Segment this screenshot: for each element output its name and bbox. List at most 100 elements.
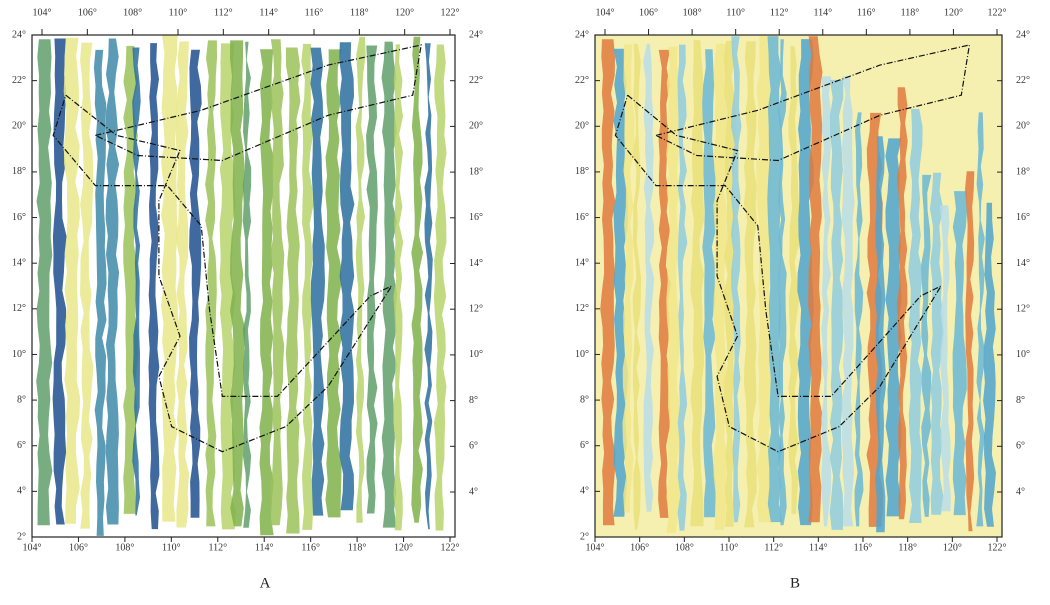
swath — [965, 171, 975, 532]
top-label: 116° — [305, 7, 324, 18]
swath — [242, 41, 252, 528]
right-label: 16° — [1016, 212, 1030, 223]
top-label: 122° — [441, 7, 460, 18]
swath — [325, 49, 342, 518]
right-label: 6° — [469, 441, 478, 452]
right-label: 18° — [1016, 166, 1030, 177]
swath — [93, 49, 107, 536]
swath — [411, 36, 423, 523]
swath — [677, 44, 688, 531]
panel-caption: A — [260, 575, 271, 591]
top-label: 112° — [770, 7, 789, 18]
bottom-label: 114° — [255, 542, 274, 553]
left-label: 20° — [575, 121, 589, 132]
swath — [777, 39, 787, 526]
bottom-label: 108° — [675, 542, 694, 553]
swath — [983, 202, 996, 527]
right-label: 24° — [1016, 29, 1030, 40]
swath — [259, 49, 274, 536]
right-label: 4° — [469, 486, 478, 497]
swath — [339, 42, 355, 511]
right-label: 14° — [469, 258, 483, 269]
map-panel: 104° 106° 108° 110° 112° 114° 116° 118° 120° 122°… — [12, 7, 483, 591]
swath — [622, 44, 635, 513]
swath — [908, 109, 923, 523]
bottom-label: 104° — [23, 542, 42, 553]
swath — [381, 41, 398, 528]
swath — [301, 43, 314, 530]
left-label: 18° — [12, 166, 26, 177]
swath — [756, 36, 774, 523]
swath — [80, 42, 94, 529]
bottom-label: 104° — [586, 542, 605, 553]
swath — [393, 44, 404, 531]
swath — [821, 76, 832, 527]
swath — [105, 38, 120, 525]
left-label: 16° — [12, 212, 26, 223]
top-label: 118° — [901, 7, 920, 18]
swath — [874, 136, 886, 533]
left-label: 4° — [580, 486, 589, 497]
top-label: 106° — [639, 7, 658, 18]
coastline — [52, 94, 394, 453]
swath — [921, 174, 932, 517]
swath — [285, 47, 301, 534]
swath — [355, 36, 366, 523]
right-label: 22° — [469, 75, 483, 86]
right-label: 4° — [1016, 486, 1025, 497]
swath — [854, 112, 864, 527]
left-label: 22° — [575, 75, 589, 86]
swath — [939, 205, 951, 512]
swath — [205, 40, 217, 527]
swath — [808, 36, 823, 523]
left-label: 8° — [17, 394, 26, 405]
swath — [952, 191, 968, 516]
right-label: 8° — [1016, 395, 1025, 406]
bottom-label: 110° — [162, 542, 181, 553]
top-label: 108° — [683, 7, 702, 18]
swath — [896, 87, 908, 520]
top-label: 110° — [169, 7, 188, 18]
top-label: 104° — [596, 7, 615, 18]
bottom-label: 120° — [943, 542, 962, 553]
swath — [702, 49, 716, 518]
map-frame — [31, 34, 456, 538]
left-label: 20° — [12, 121, 26, 132]
swath — [658, 49, 671, 518]
left-label: 18° — [575, 166, 589, 177]
right-label: 8° — [469, 395, 478, 406]
swath — [976, 112, 986, 527]
top-label: 106° — [78, 7, 97, 18]
swath — [52, 38, 67, 525]
bottom-label: 116° — [854, 542, 873, 553]
left-label: 6° — [580, 440, 589, 451]
bottom-label: 106° — [69, 542, 88, 553]
bottom-label: 112° — [764, 542, 783, 553]
swath — [132, 47, 141, 516]
left-label: 22° — [12, 75, 26, 86]
right-label: 22° — [1016, 75, 1030, 86]
left-label: 2° — [17, 531, 26, 542]
swath — [643, 43, 655, 512]
coastline — [95, 44, 422, 162]
bottom-label: 122° — [441, 542, 460, 553]
bottom-label: 118° — [898, 542, 917, 553]
bottom-label: 118° — [348, 542, 367, 553]
swath — [433, 44, 447, 531]
bottom-label: 122° — [988, 542, 1007, 553]
top-label: 108° — [123, 7, 142, 18]
left-label: 4° — [17, 486, 26, 497]
top-label: 120° — [395, 7, 414, 18]
swath — [767, 36, 783, 523]
right-label: 10° — [1016, 349, 1030, 360]
right-label: 14° — [1016, 258, 1030, 269]
left-label: 10° — [575, 349, 589, 360]
swath — [666, 46, 681, 533]
left-label: 8° — [580, 394, 589, 405]
top-label: 114° — [259, 7, 278, 18]
swath — [310, 47, 325, 516]
swath — [929, 172, 944, 515]
left-label: 12° — [12, 303, 26, 314]
swath — [36, 39, 53, 526]
